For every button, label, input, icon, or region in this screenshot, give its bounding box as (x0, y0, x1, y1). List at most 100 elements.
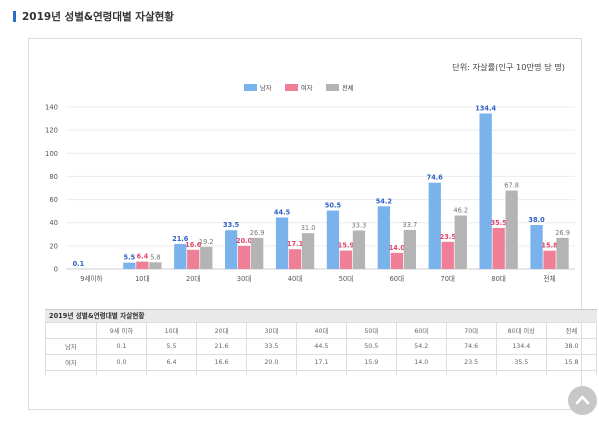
data-label: 0.1 (73, 260, 85, 268)
data-label: 20.0 (236, 237, 253, 245)
bar-여자 (339, 250, 353, 269)
table-cell: 14.0 (395, 354, 447, 371)
table-cell: 19.2 (196, 370, 247, 375)
bar-남자 (123, 262, 136, 269)
legend-swatch-1 (244, 84, 257, 91)
column-header: 30대 (245, 322, 297, 339)
table-cell: 31.0 (295, 370, 347, 375)
x-tick-label: 30대 (237, 275, 251, 283)
data-label: 5.8 (150, 253, 161, 261)
table-cell: 33.5 (245, 338, 297, 355)
legend-label: 남자 (260, 83, 272, 92)
table-cell: 20.0 (245, 354, 297, 371)
data-label: 15.8 (541, 242, 558, 250)
table-cell: 134.4 (495, 338, 547, 355)
table-row: 전체0.05.919.226.931.033.333.746.267.826.9 (45, 370, 597, 375)
y-tick-label: 140 (45, 104, 58, 112)
bar-여자 (543, 250, 556, 269)
table-cell: 17.1 (295, 354, 347, 371)
x-tick-label: 9세이하 (80, 274, 102, 283)
y-tick-label: 120 (45, 127, 58, 135)
bar-여자 (238, 245, 251, 269)
x-tick-label: 60대 (390, 275, 404, 283)
bar-남자 (428, 182, 441, 269)
y-tick-label: 80 (49, 173, 58, 181)
column-header: 9세 이하 (95, 322, 148, 339)
data-label: 46.2 (453, 207, 468, 215)
data-label: 38.0 (528, 216, 545, 224)
x-tick-label: 80대 (491, 275, 505, 283)
table-cell: 5.9 (146, 370, 197, 375)
column-header: 60대 (395, 322, 447, 339)
bar-남자 (530, 225, 543, 269)
row-header: 여자 (45, 354, 97, 371)
data-label: 50.5 (325, 202, 342, 210)
data-label: 33.7 (403, 221, 418, 229)
bar-전체 (352, 230, 366, 269)
table-cell: 21.6 (196, 338, 247, 355)
bar-남자 (479, 113, 492, 269)
bar-남자 (326, 210, 340, 269)
data-label: 44.5 (274, 209, 291, 217)
table-cell: 26.9 (245, 370, 297, 375)
table-cell: 74.6 (445, 338, 497, 355)
data-label: 33.5 (223, 221, 240, 229)
table-cell: 33.7 (395, 370, 447, 375)
row-header: 전체 (45, 370, 97, 375)
bar-남자 (377, 206, 390, 269)
data-label: 5.5 (124, 254, 136, 262)
bar-여자 (288, 249, 302, 269)
y-tick-label: 0 (54, 266, 58, 274)
chevron-up-icon (575, 395, 590, 405)
data-label: 26.9 (555, 229, 570, 237)
y-tick-label: 100 (45, 150, 58, 158)
y-tick-label: 20 (49, 242, 58, 250)
table-row: 남자 0.1 5.5 21.6 33.5 44.5 50.5 54.2 74.6 134.4 38.… (45, 338, 597, 355)
title-accent-bar (13, 11, 16, 22)
bar-여자 (390, 252, 403, 269)
column-header: 40대 (295, 322, 347, 339)
data-label: 26.9 (250, 229, 265, 237)
table-cell: 44.5 (295, 338, 347, 355)
table-title: 2019년 성별&연령대별 자살현황 (45, 309, 597, 322)
data-label: 17.1 (287, 240, 304, 248)
page-title: 2019년 성별&연령대별 자살현황 (22, 11, 174, 23)
table-cell: 33.3 (345, 370, 397, 375)
legend-swatch-3 (326, 84, 339, 91)
x-tick-label: 전체 (543, 274, 555, 283)
data-label: 19.2 (199, 238, 214, 246)
bar-전체 (454, 215, 467, 269)
table-cell: 0.0 (95, 370, 148, 375)
scroll-to-top-button[interactable] (568, 386, 597, 415)
data-label: 23.5 (440, 233, 457, 241)
bar-전체 (200, 246, 213, 269)
table-cell: 50.5 (345, 338, 397, 355)
bar-전체 (403, 230, 416, 269)
table-cell: 15.8 (545, 354, 597, 371)
bar-전체 (556, 237, 569, 269)
table-cell: 26.9 (545, 370, 597, 375)
y-tick-label: 40 (49, 219, 58, 227)
data-table-container[interactable]: 2019년 성별&연령대별 자살현황 9세 이하 10대 20대 30대 40대 50대 6… (45, 309, 597, 375)
column-header: 70대 (445, 322, 497, 339)
column-header: 10대 (146, 322, 197, 339)
x-tick-label: 10대 (135, 275, 149, 283)
bar-전체 (251, 237, 264, 269)
table-cell: 35.5 (495, 354, 547, 371)
unit-label: 단위: 자살률(인구 10만명 당 명) (452, 62, 565, 72)
table-cell: 54.2 (395, 338, 447, 355)
data-label: 15.9 (338, 242, 355, 250)
column-header: 50대 (345, 322, 397, 339)
legend-label: 여자 (301, 83, 313, 92)
x-tick-label: 50대 (339, 275, 353, 283)
data-label: 31.0 (301, 224, 316, 232)
row-header: 남자 (45, 338, 97, 355)
data-label: 67.8 (504, 182, 519, 190)
table-corner-cell (45, 322, 97, 339)
bar-여자 (441, 241, 454, 269)
bar-여자 (136, 261, 149, 269)
data-label: 134.4 (475, 104, 496, 112)
data-label: 33.3 (352, 221, 367, 229)
bar-여자 (187, 249, 200, 269)
